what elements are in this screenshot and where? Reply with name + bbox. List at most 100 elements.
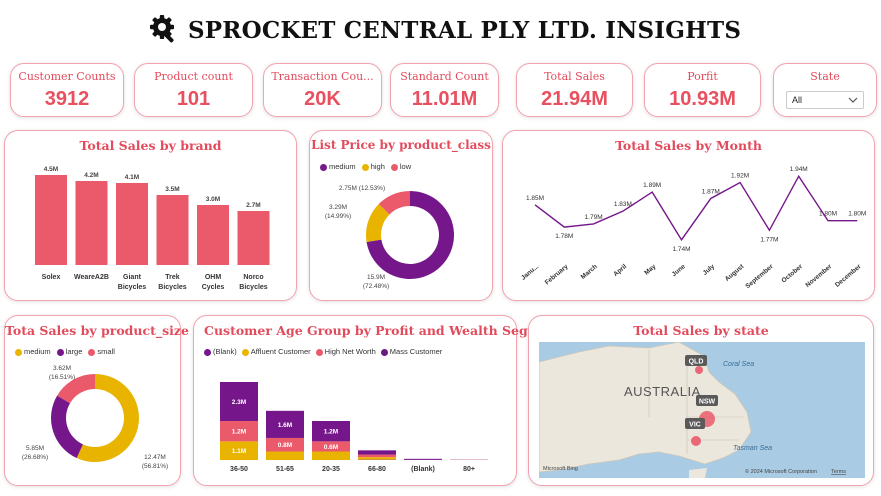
legend-item: (Blank) <box>204 347 237 356</box>
legend-label: medium <box>329 162 356 171</box>
point-data-label: 1.78M <box>555 233 573 240</box>
legend-label: large <box>65 347 83 356</box>
kpi-transaction-count: Transaction Cou... 20K <box>263 63 382 117</box>
state-map-card: Total Sales by state AUSTRALIA Coral Sea… <box>528 315 874 486</box>
stacked-bar-segment <box>358 454 396 458</box>
kpi-total-sales: Total Sales 21.94M <box>516 63 633 117</box>
map-sea-label: Coral Sea <box>723 361 754 368</box>
map-state-label: NSW <box>699 399 716 406</box>
state-dropdown-value: All <box>792 95 803 105</box>
x-tick-label: OHM <box>205 274 222 281</box>
stacked-bar-segment <box>358 450 396 455</box>
kpi-label: Total Sales <box>544 70 605 83</box>
x-tick-label: 20-35 <box>322 466 340 473</box>
legend-label: high <box>370 162 385 171</box>
segment-data-label: 1.2M <box>324 429 338 436</box>
month-chart-card: Total Sales by Month 1.85M Janu... 1.78M Fe… <box>502 130 875 301</box>
kpi-label: Transaction Cou... <box>271 70 374 83</box>
x-tick-label: WeareA2B <box>74 274 109 281</box>
x-tick-label: Bicycles <box>158 284 187 291</box>
map-bubble-qld[interactable] <box>695 366 703 374</box>
age-chart-card: Customer Age Group by Profit and Wealth … <box>193 315 562 486</box>
bing-logo: Microsoft Bing <box>543 466 578 472</box>
segment-data-label: 1.6M <box>278 422 292 429</box>
state-dropdown[interactable]: All <box>786 91 864 109</box>
stacked-bar-segment <box>312 441 350 452</box>
map-terms-link[interactable]: Terms <box>831 469 846 475</box>
bar <box>237 211 270 265</box>
x-tick-label: July <box>702 263 717 277</box>
legend-item: small <box>88 347 115 356</box>
bar-data-label: 3.0M <box>206 196 220 203</box>
x-tick-label: September <box>744 263 775 290</box>
segment-data-label: 2.3M <box>232 399 246 406</box>
x-tick-label: April <box>612 263 628 278</box>
legend-label: (Blank) <box>213 347 237 356</box>
stacked-bar-segment <box>220 421 258 442</box>
donut-slice <box>76 374 139 462</box>
legend-label: Mass Customer <box>389 347 443 356</box>
x-tick-label: Trek <box>165 274 180 281</box>
bar <box>35 175 67 265</box>
chevron-down-icon <box>848 97 858 103</box>
x-tick-label: Bicycles <box>239 284 268 291</box>
kpi-value: 101 <box>176 88 211 110</box>
slice-label: 12.47M <box>144 454 166 461</box>
donut-slice <box>378 191 410 215</box>
point-data-label: 1.92M <box>731 173 749 180</box>
slice-label: 3.62M <box>53 365 71 372</box>
kpi-value: 21.94M <box>541 88 608 110</box>
gear-wrench-icon <box>150 15 174 43</box>
stacked-bar-segment <box>358 457 396 460</box>
kpi-label: Porfit <box>687 70 718 83</box>
sales-line <box>534 174 858 242</box>
size-chart-card: Tota Sales by product_size medium large … <box>4 315 189 486</box>
legend-item: low <box>390 162 412 171</box>
kpi-value: 3912 <box>44 88 90 110</box>
legend-item: High Net Worth <box>315 347 376 356</box>
kpi-label: Customer Counts <box>18 70 116 83</box>
legend-label: small <box>97 347 115 356</box>
kpi-label: Product count <box>154 70 233 83</box>
point-data-label: 1.74M <box>672 246 690 253</box>
slice-label: (26.68%) <box>22 454 48 461</box>
bar-data-label: 2.7M <box>246 202 260 209</box>
bar <box>75 181 108 265</box>
state-slicer-label: State <box>810 70 840 83</box>
class-legend: medium high low <box>320 162 411 171</box>
slice-label: (72.48%) <box>363 283 389 290</box>
slice-label: 5.85M <box>26 445 44 452</box>
stacked-bar-segment <box>220 382 258 421</box>
x-tick-label: 66-80 <box>368 466 386 473</box>
map-country-label: AUSTRALIA <box>624 384 701 399</box>
slice-label: (14.99%) <box>325 213 351 220</box>
age-chart-title: Customer Age Group by Profit and Wealth … <box>204 323 562 338</box>
bar-data-label: 4.1M <box>125 174 139 181</box>
australia-map[interactable]: AUSTRALIA Coral Sea Tasman Sea QLD NSW V… <box>539 342 865 478</box>
x-tick-label: Giant <box>123 274 142 281</box>
bar <box>116 183 148 265</box>
bar-data-label: 4.5M <box>44 166 58 173</box>
legend-label: High Net Worth <box>324 347 376 356</box>
stacked-bar-segment <box>220 441 258 460</box>
legend-label: low <box>399 162 412 171</box>
slice-label: (56.81%) <box>142 463 168 470</box>
map-bubble-vic[interactable] <box>691 436 701 446</box>
x-tick-label: March <box>580 263 599 281</box>
point-data-label: 1.80M <box>819 211 837 218</box>
x-tick-label: February <box>544 263 570 286</box>
stacked-bar-segment <box>266 451 304 460</box>
segment-data-label: 0.6M <box>324 444 338 451</box>
legend-item: Affluent Customer <box>241 347 311 356</box>
point-data-label: 1.83M <box>614 201 632 208</box>
stacked-bar-segment <box>312 421 350 442</box>
legend-item: medium <box>320 162 356 171</box>
stacked-bar-segment <box>266 437 304 452</box>
kpi-value: 20K <box>304 88 341 110</box>
point-data-label: 1.94M <box>790 166 808 173</box>
point-data-label: 1.87M <box>702 188 720 195</box>
x-tick-label: August <box>724 263 746 283</box>
point-data-label: 1.89M <box>643 182 661 189</box>
bar <box>197 205 229 265</box>
segment-data-label: 1.2M <box>232 429 246 436</box>
